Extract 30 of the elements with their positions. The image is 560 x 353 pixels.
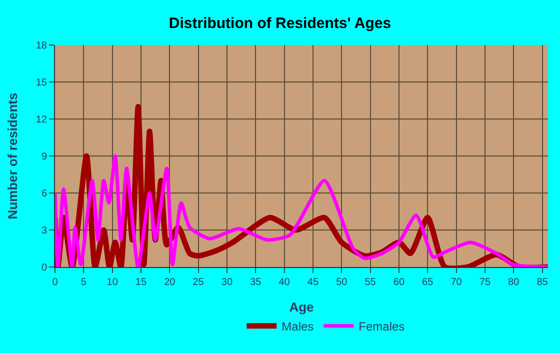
x-tick-label: 50 (336, 277, 348, 288)
x-tick-label: 15 (135, 277, 147, 288)
legend-label: Females (358, 320, 405, 334)
y-tick-label: 0 (41, 262, 48, 274)
y-tick-label: 15 (36, 78, 48, 88)
y-tick-label: 3 (41, 226, 48, 236)
y-tick-label: 12 (36, 114, 48, 126)
x-tick-label: 55 (364, 277, 376, 288)
x-tick-label: 20 (164, 277, 176, 288)
x-tick-label: 5 (80, 277, 87, 288)
legend-label: Males (282, 320, 314, 334)
x-tick-label: 35 (250, 277, 262, 288)
x-tick-label: 40 (278, 277, 290, 288)
x-tick-label: 60 (393, 277, 405, 288)
x-tick-label: 85 (536, 277, 548, 288)
x-tick-label: 75 (479, 277, 491, 288)
y-tick-label: 18 (36, 40, 48, 52)
x-tick-label: 10 (106, 277, 118, 288)
chart-title: Distribution of Residents' Ages (168, 15, 392, 32)
x-axis-title: Age (289, 300, 314, 315)
x-tick-label: 65 (422, 277, 434, 288)
y-axis-title: Number of residents (4, 92, 20, 220)
x-tick-label: 80 (508, 277, 520, 288)
x-tick-label: 25 (192, 277, 204, 288)
x-tick-label: 45 (307, 277, 319, 288)
y-tick-label: 6 (41, 188, 48, 200)
y-tick-label: 9 (41, 152, 48, 162)
x-tick-label: 30 (221, 277, 233, 288)
x-tick-label: 70 (450, 277, 462, 288)
x-tick-label: 0 (52, 277, 58, 288)
